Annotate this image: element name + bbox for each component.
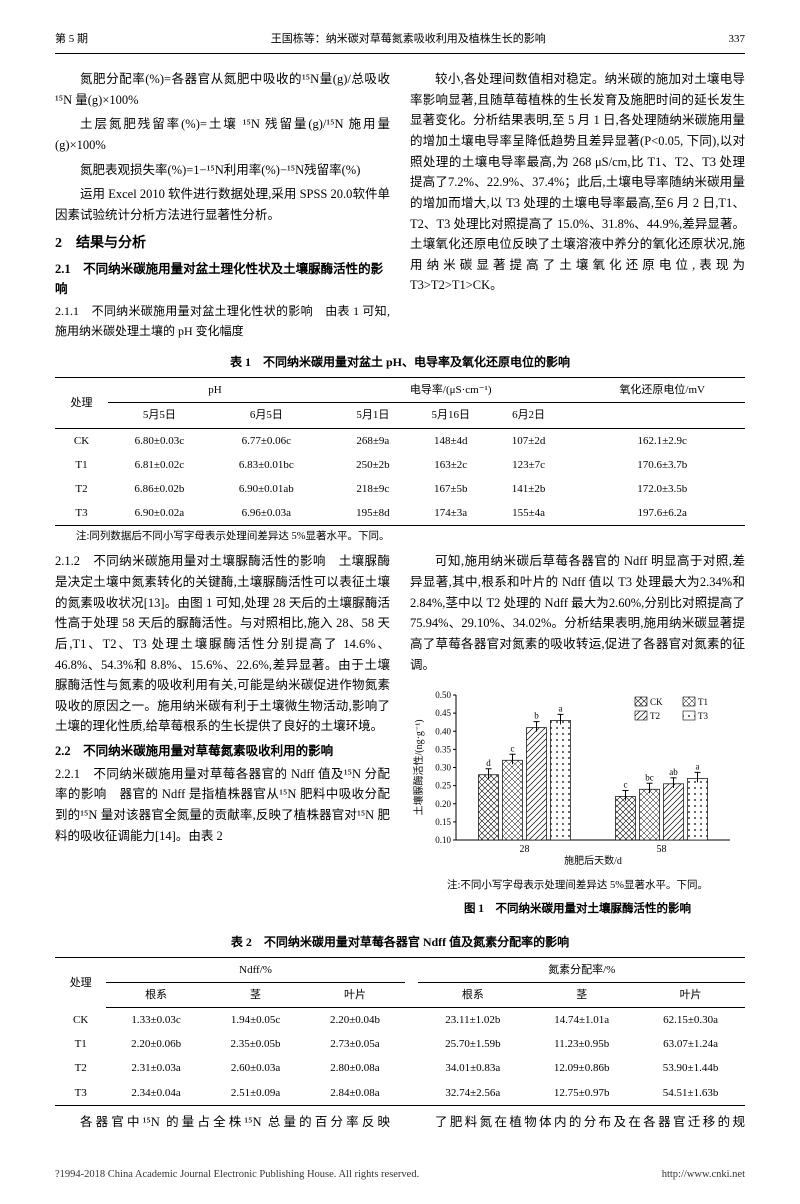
svg-text:T3: T3	[698, 711, 708, 721]
svg-text:d: d	[486, 758, 491, 768]
svg-text:T2: T2	[650, 711, 660, 721]
section-2-1-title: 2.1 不同纳米碳施用量对盆土理化性状及土壤脲酶活性的影响	[55, 259, 390, 300]
svg-text:58: 58	[657, 844, 667, 855]
upper-left-column: 氮肥分配率(%)=各器官从氮肥中吸收的¹⁵N量(g)/总吸收¹⁵N 量(g)×1…	[55, 69, 390, 345]
svg-text:施肥后天数/d: 施肥后天数/d	[564, 854, 622, 867]
bottom-left-text: 各器官中¹⁵N 的量占全株¹⁵N 总量的百分率反映	[55, 1112, 390, 1133]
figure-1-note: 注:不同小写字母表示处理间差异达 5%显著水平。下同。	[410, 877, 745, 894]
formula-nfenpei: 氮肥分配率(%)=各器官从氮肥中吸收的¹⁵N量(g)/总吸收¹⁵N 量(g)×1…	[55, 69, 390, 110]
svg-text:土壤脲酶活性/(ng·g⁻¹): 土壤脲酶活性/(ng·g⁻¹)	[412, 720, 425, 816]
table-1-caption: 表 1 不同纳米碳用量对盆土 pH、电导率及氧化还原电位的影响	[55, 353, 745, 373]
formula-canliu: 土层氮肥残留率(%)=土壤 ¹⁵N 残留量(g)/¹⁵N 施用量(g)×100%	[55, 114, 390, 155]
issue-label: 第 5 期	[55, 30, 88, 48]
section-2-1-2: 2.1.2 不同纳米碳施用量对土壤脲酶活性的影响 土壤脲酶是决定土壤中氮素转化的…	[55, 551, 390, 737]
page-header: 第 5 期 王国栋等：纳米碳对草莓氮素吸收利用及植株生长的影响 337	[55, 30, 745, 54]
page-footer: ?1994-2018 China Academic Journal Electr…	[55, 1166, 745, 1183]
svg-text:28: 28	[520, 844, 530, 855]
table-2-caption: 表 2 不同纳米碳用量对草莓各器官 Ndff 值及氮素分配率的影响	[55, 933, 745, 953]
footer-copyright: ?1994-2018 China Academic Journal Electr…	[55, 1166, 419, 1183]
footer-url: http://www.cnki.net	[662, 1166, 745, 1183]
mid-right-body: 可知,施用纳米碳后草莓各器官的 Ndff 明显高于对照,差异显著,其中,根系和叶…	[410, 551, 745, 675]
svg-text:b: b	[534, 711, 539, 721]
svg-text:ab: ab	[669, 767, 678, 777]
table-2: 处理Ndff/%氮素分配率/%根系茎叶片根系茎叶片CK1.33±0.03c1.9…	[55, 957, 745, 1106]
svg-text:0.10: 0.10	[435, 835, 451, 845]
svg-text:c: c	[511, 743, 515, 753]
formula-sunshi: 氮肥表观损失率(%)=1−¹⁵N利用率(%)−¹⁵N残留率(%)	[55, 160, 390, 181]
bottom-left-column: 各器官中¹⁵N 的量占全株¹⁵N 总量的百分率反映	[55, 1112, 390, 1137]
figure-1-caption: 图 1 不同纳米碳用量对土壤脲酶活性的影响	[410, 900, 745, 919]
svg-text:0.40: 0.40	[435, 726, 451, 736]
svg-text:a: a	[696, 762, 700, 772]
stats-method-para: 运用 Excel 2010 软件进行数据处理,采用 SPSS 20.0软件单因素…	[55, 184, 390, 225]
svg-text:0.45: 0.45	[435, 708, 451, 718]
svg-text:0.15: 0.15	[435, 817, 451, 827]
running-title: 王国栋等：纳米碳对草莓氮素吸收利用及植株生长的影响	[271, 30, 546, 48]
bottom-right-column: 了肥料氮在植物体内的分布及在各器官迁移的规	[410, 1112, 745, 1137]
svg-text:bc: bc	[645, 772, 654, 782]
table-1: 处理pH电导率/(μS·cm⁻¹)氧化还原电位/mV5月5日6月5日5月1日5月…	[55, 377, 745, 526]
bottom-right-text: 了肥料氮在植物体内的分布及在各器官迁移的规	[410, 1112, 745, 1133]
section-2-1-1: 2.1.1 不同纳米碳施用量对盆土理化性状的影响 由表 1 可知,施用纳米碳处理…	[55, 302, 390, 342]
mid-left-column: 2.1.2 不同纳米碳施用量对土壤脲酶活性的影响 土壤脲酶是决定土壤中氮素转化的…	[55, 551, 390, 925]
page-number: 337	[729, 30, 746, 48]
section-2-2-title: 2.2 不同纳米碳施用量对草莓氮素吸收利用的影响	[55, 741, 390, 762]
table-1-note: 注:同列数据后不同小写字母表示处理间差异达 5%显著水平。下同。	[55, 528, 745, 545]
mid-right-column: 可知,施用纳米碳后草莓各器官的 Ndff 明显高于对照,差异显著,其中,根系和叶…	[410, 551, 745, 925]
section-2-2-1: 2.2.1 不同纳米碳施用量对草莓各器官的 Ndff 值及¹⁵N 分配率的影响 …	[55, 764, 390, 847]
svg-text:0.20: 0.20	[435, 799, 451, 809]
svg-text:0.25: 0.25	[435, 781, 451, 791]
svg-text:a: a	[559, 704, 563, 714]
svg-text:0.35: 0.35	[435, 745, 451, 755]
svg-text:CK: CK	[650, 697, 663, 707]
upper-right-column: 较小,各处理间数值相对稳定。纳米碳的施加对土壤电导率影响显著,且随草莓植株的生长…	[410, 69, 745, 345]
figure-1-chart: 0.10 0.15 0.20 0.25 0.30 0.35 0.40 0.45 0.50 土壤脲酶…	[410, 683, 745, 875]
svg-text:T1: T1	[698, 697, 708, 707]
svg-text:0.50: 0.50	[435, 690, 451, 700]
upper-right-body: 较小,各处理间数值相对稳定。纳米碳的施加对土壤电导率影响显著,且随草莓植株的生长…	[410, 69, 745, 296]
svg-text:0.30: 0.30	[435, 763, 451, 773]
section-2-title: 2 结果与分析	[55, 232, 390, 255]
svg-text:c: c	[624, 780, 628, 790]
